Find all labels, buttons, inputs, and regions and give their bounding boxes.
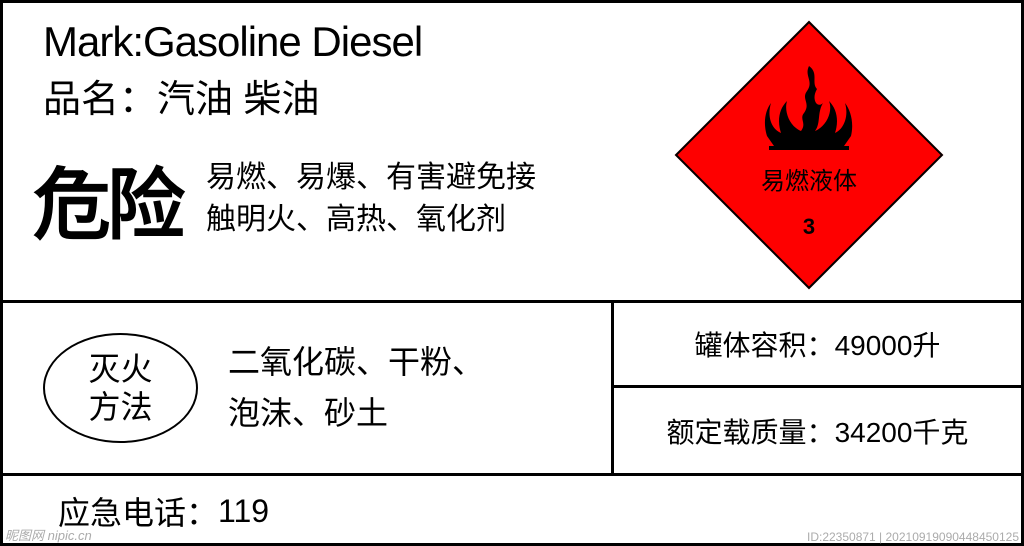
capacity-value: 49000升: [835, 324, 941, 364]
weight-value: 34200千克: [835, 411, 969, 451]
fire-method-text: 二氧化碳、干粉、 泡沫、砂土: [228, 337, 484, 439]
capacity-label: 罐体容积：: [695, 324, 835, 364]
fire-method-label-line2: 方法: [88, 388, 152, 426]
danger-word: 危险: [33, 143, 181, 255]
hazard-label-container: Mark:Gasoline Diesel 品名：汽油 柴油 危险 易燃、易爆、有…: [0, 0, 1024, 546]
watermark-right: ID:22350871 | 20210919090448450125: [807, 530, 1019, 544]
watermark-left: 昵图网 nipic.cn: [5, 525, 92, 544]
danger-block: 危险 易燃、易爆、有害避免接触明火、高热、氧化剂: [33, 143, 546, 255]
emergency-number: 119: [218, 493, 269, 530]
hazard-class-number: 3: [803, 214, 815, 240]
hazard-placard: 易燃液体 3: [675, 21, 943, 289]
top-section: Mark:Gasoline Diesel 品名：汽油 柴油 危险 易燃、易爆、有…: [3, 3, 1021, 303]
fire-method-line2: 泡沫、砂土: [228, 388, 484, 439]
fire-method-line1: 二氧化碳、干粉、: [228, 337, 484, 388]
danger-description: 易燃、易爆、有害避免接触明火、高热、氧化剂: [206, 157, 546, 241]
capacity-cell: 罐体容积：49000升: [614, 303, 1021, 388]
title-block: Mark:Gasoline Diesel 品名：汽油 柴油: [43, 18, 422, 123]
mark-english-line: Mark:Gasoline Diesel: [43, 18, 422, 66]
weight-cell: 额定载质量：34200千克: [614, 388, 1021, 473]
specs-cells: 罐体容积：49000升 额定载质量：34200千克: [611, 303, 1021, 473]
hazard-diamond-content: 易燃液体 3: [675, 21, 943, 289]
weight-label: 额定载质量：: [667, 411, 835, 451]
flammable-liquid-text: 易燃液体: [761, 161, 857, 196]
bottom-section: 灭火 方法 二氧化碳、干粉、 泡沫、砂土 罐体容积：49000升 额定载质量：3…: [3, 303, 1021, 543]
name-chinese-line: 品名：汽油 柴油: [43, 68, 422, 123]
flame-icon: [759, 61, 859, 156]
fire-method-label-line1: 灭火: [88, 350, 152, 388]
fire-method-oval-label: 灭火 方法: [43, 333, 198, 443]
fire-method-row: 灭火 方法 二氧化碳、干粉、 泡沫、砂土: [3, 303, 617, 473]
